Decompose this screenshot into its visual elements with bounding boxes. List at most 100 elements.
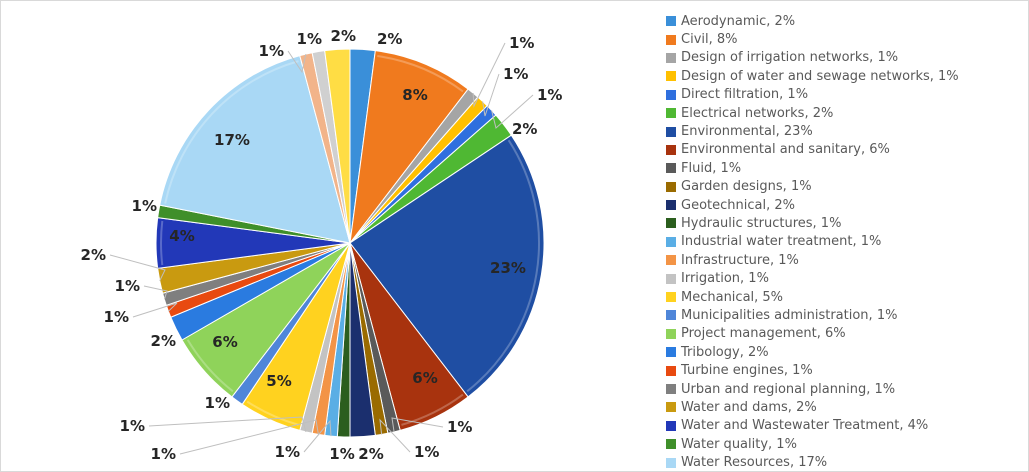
- leader-line: [482, 73, 500, 117]
- legend-label: Industrial water treatment, 1%: [681, 234, 882, 250]
- legend-swatch: [666, 347, 676, 358]
- legend-swatch: [666, 218, 676, 229]
- data-label: 1%: [297, 30, 322, 48]
- leader-line: [379, 418, 411, 453]
- legend-label: Infrastructure, 1%: [681, 252, 799, 268]
- legend-label: Urban and regional planning, 1%: [681, 381, 896, 397]
- pie-slice: [349, 50, 469, 245]
- chart-legend: Aerodynamic, 2% Civil, 8% Design of irriga…: [666, 12, 959, 472]
- slice-bevel: [246, 400, 299, 426]
- legend-label: Geotechnical, 2%: [681, 197, 795, 213]
- legend-label: Environmental, 23%: [681, 124, 813, 140]
- legend-swatch: [666, 163, 676, 174]
- legend-label: Design of water and sewage networks, 1%: [681, 68, 959, 84]
- legend-item: Environmental and sanitary, 6%: [666, 141, 959, 159]
- legend-swatch: [666, 200, 676, 211]
- slice-bevel: [159, 220, 164, 266]
- data-label: 4%: [169, 227, 194, 245]
- legend-swatch: [666, 71, 676, 82]
- legend-swatch: [666, 16, 676, 27]
- data-label: 1%: [115, 277, 140, 295]
- legend-label: Environmental and sanitary, 6%: [681, 142, 890, 158]
- data-label: 2%: [377, 30, 402, 48]
- slice-bevel: [164, 60, 299, 204]
- legend-label: Irrigation, 1%: [681, 271, 769, 287]
- legend-item: Municipalities administration, 1%: [666, 306, 959, 324]
- leader-line: [179, 419, 319, 455]
- data-label: 1%: [104, 308, 129, 326]
- legend-label: Water and Wastewater Treatment, 4%: [681, 418, 929, 434]
- legend-swatch: [666, 108, 676, 119]
- data-label: 2%: [512, 120, 537, 138]
- legend-label: Civil, 8%: [681, 32, 738, 48]
- legend-swatch: [666, 420, 676, 431]
- data-label: 6%: [412, 369, 437, 387]
- legend-swatch: [666, 181, 676, 192]
- legend-swatch: [666, 439, 676, 450]
- data-label: 1%: [503, 65, 528, 83]
- legend-label: Mechanical, 5%: [681, 289, 784, 305]
- legend-swatch: [666, 34, 676, 45]
- leader-line: [109, 254, 166, 282]
- legend-swatch: [666, 126, 676, 137]
- legend-label: Electrical networks, 2%: [681, 105, 834, 121]
- legend-label: Tribology, 2%: [681, 344, 769, 360]
- legend-swatch: [666, 365, 676, 376]
- slice-bevel: [186, 339, 234, 393]
- leader-line: [287, 50, 307, 74]
- legend-item: Hydraulic structures, 1%: [666, 214, 959, 232]
- legend-swatch: [666, 292, 676, 303]
- legend-label: Turbine engines, 1%: [681, 363, 813, 379]
- slice-bevel: [401, 393, 464, 426]
- legend-label: Water Resources, 17%: [681, 455, 828, 471]
- legend-item: Design of irrigation networks, 1%: [666, 49, 959, 67]
- leader-line: [148, 416, 307, 433]
- legend-item: Turbine engines, 1%: [666, 361, 959, 379]
- legend-swatch: [666, 384, 676, 394]
- legend-item: Fluid, 1%: [666, 159, 959, 177]
- legend-swatch: [666, 236, 676, 247]
- data-label: 1%: [151, 445, 176, 463]
- legend-swatch: [666, 89, 676, 100]
- legend-item: Environmental, 23%: [666, 122, 959, 140]
- legend-label: Fluid, 1%: [681, 160, 742, 176]
- legend-item: Industrial water treatment, 1%: [666, 233, 959, 251]
- pie-slice: [324, 48, 351, 244]
- legend-item: Infrastructure, 1%: [666, 251, 959, 269]
- legend-swatch: [666, 328, 676, 339]
- pie-slice: [159, 54, 351, 244]
- legend-item: Aerodynamic, 2%: [666, 12, 959, 30]
- legend-label: Aerodynamic, 2%: [681, 13, 796, 29]
- legend-item: Water quality, 1%: [666, 435, 959, 453]
- legend-item: Electrical networks, 2%: [666, 104, 959, 122]
- data-label: 1%: [132, 197, 157, 215]
- legend-label: Municipalities administration, 1%: [681, 307, 898, 323]
- leader-line: [472, 42, 506, 108]
- legend-item: Irrigation, 1%: [666, 269, 959, 287]
- legend-item: Water and dams, 2%: [666, 398, 959, 416]
- data-label: 2%: [358, 445, 383, 463]
- legend-swatch: [666, 457, 676, 468]
- data-label: 1%: [447, 418, 472, 436]
- data-label: 1%: [537, 86, 562, 104]
- legend-swatch: [666, 402, 676, 413]
- legend-item: Direct filtration, 1%: [666, 86, 959, 104]
- leader-line: [303, 419, 332, 453]
- data-label: 1%: [509, 34, 534, 52]
- legend-label: Design of irrigation networks, 1%: [681, 50, 899, 66]
- legend-item: Design of water and sewage networks, 1%: [666, 67, 959, 85]
- pie-slice: [349, 134, 545, 398]
- data-label: 1%: [275, 443, 300, 461]
- legend-swatch: [666, 255, 676, 266]
- legend-label: Water and dams, 2%: [681, 399, 817, 415]
- data-label: 8%: [402, 86, 427, 104]
- data-label: 2%: [81, 246, 106, 264]
- legend-label: Garden designs, 1%: [681, 179, 812, 195]
- slice-bevel: [466, 139, 540, 393]
- legend-label: Hydraulic structures, 1%: [681, 215, 842, 231]
- data-label: 1%: [259, 42, 284, 60]
- legend-item: Tribology, 2%: [666, 343, 959, 361]
- data-label: 2%: [151, 332, 176, 350]
- legend-item: Civil, 8%: [666, 30, 959, 48]
